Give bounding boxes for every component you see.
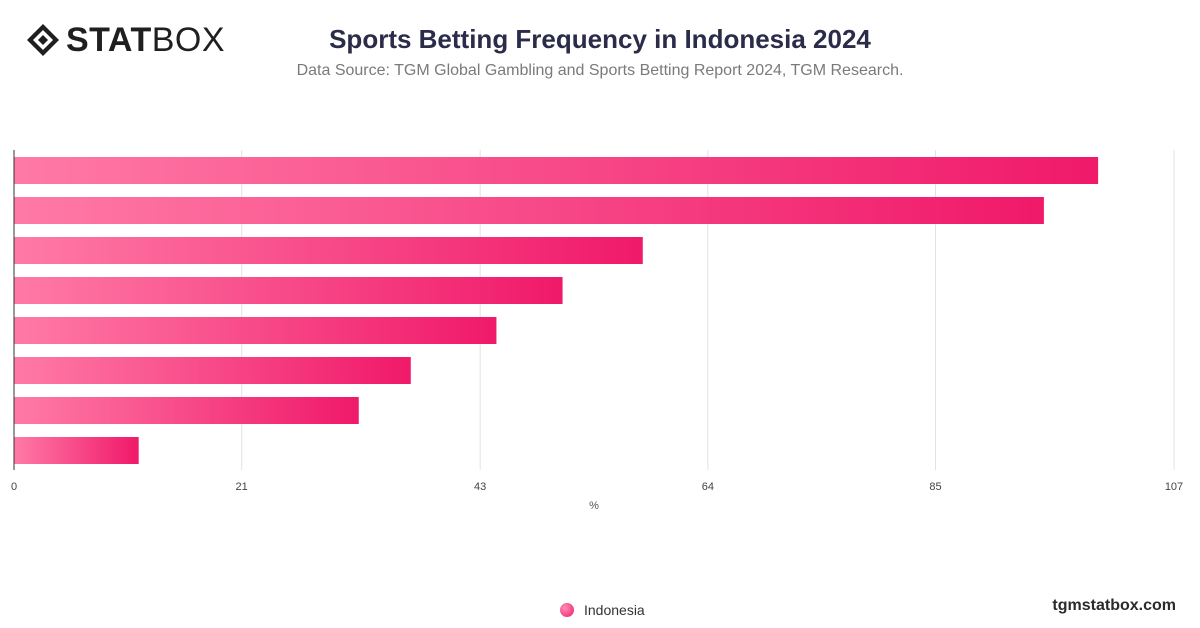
bar[interactable] xyxy=(14,277,563,304)
bar[interactable] xyxy=(14,437,139,464)
bar[interactable] xyxy=(14,197,1044,224)
legend[interactable]: Indonesia xyxy=(560,602,645,618)
logo-diamond-icon xyxy=(27,24,59,56)
x-tick-label: 21 xyxy=(236,481,248,493)
site-url: tgmstatbox.com xyxy=(1052,597,1176,614)
x-tick-label: 107 xyxy=(1165,481,1183,493)
x-axis-label: % xyxy=(589,500,599,512)
bar[interactable] xyxy=(14,397,359,424)
chart-title: Sports Betting Frequency in Indonesia 20… xyxy=(329,24,871,54)
statbox-logo: STATBOX xyxy=(26,22,225,58)
logo-wordmark: STATBOX xyxy=(66,22,225,58)
chart-subtitle: Data Source: TGM Global Gambling and Spo… xyxy=(296,62,904,79)
bar[interactable] xyxy=(14,237,643,264)
x-tick-label: 43 xyxy=(474,481,486,493)
legend-swatch-icon xyxy=(560,603,574,617)
logo-light-text: BOX xyxy=(151,21,226,59)
bar[interactable] xyxy=(14,317,497,344)
x-tick-label: 85 xyxy=(929,481,941,493)
bar[interactable] xyxy=(14,357,411,384)
logo-bold-text: STAT xyxy=(66,21,152,59)
x-tick-label: 0 xyxy=(11,481,17,493)
x-tick-label: 64 xyxy=(702,481,714,493)
legend-label: Indonesia xyxy=(584,602,645,618)
bar[interactable] xyxy=(14,157,1099,184)
